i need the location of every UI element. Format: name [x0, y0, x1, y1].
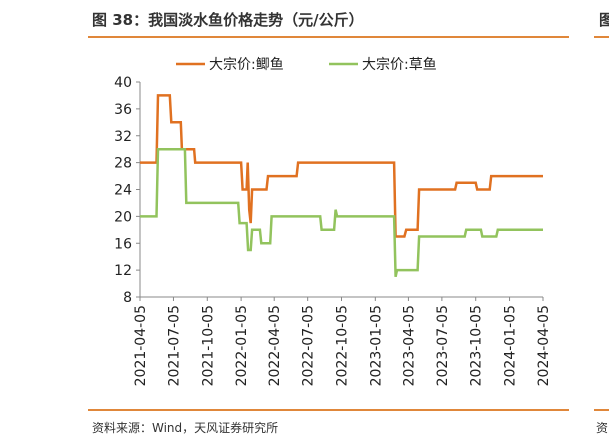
series-line-crucian-carp — [140, 94, 543, 238]
x-tick-label: 2022-01-05 — [234, 305, 250, 386]
title-underline — [88, 36, 569, 38]
y-tick-label: 8 — [123, 290, 132, 306]
y-tick-label: 36 — [114, 102, 132, 118]
y-tick-label: 20 — [114, 209, 132, 225]
y-tick-label: 12 — [114, 263, 132, 279]
adjacent-title-underline — [594, 36, 609, 38]
x-tick-label: 2022-07-05 — [301, 305, 317, 386]
source-topline — [88, 409, 569, 411]
x-tick-label: 2023-01-05 — [368, 305, 384, 386]
figure-title: 图 38：我国淡水鱼价格走势（元/公斤） — [92, 11, 364, 29]
x-tick-label: 2021-04-05 — [133, 305, 149, 386]
source-note: 资料来源：Wind，天风证券研究所 — [92, 421, 279, 435]
y-tick-label: 24 — [114, 183, 132, 199]
adjacent-source-fragment: 资 — [596, 421, 609, 435]
legend-label: 大宗价:鲫鱼 — [209, 56, 284, 73]
adjacent-figure-title-fragment: 图 — [599, 11, 609, 29]
x-tick-label: 2024-01-05 — [503, 305, 519, 386]
y-tick-label: 32 — [114, 129, 132, 145]
y-tick-label: 40 — [114, 75, 132, 91]
x-tick-label: 2023-04-05 — [401, 305, 417, 386]
adjacent-source-topline — [594, 409, 609, 411]
x-tick-label: 2021-07-05 — [166, 305, 182, 386]
y-tick-label: 16 — [114, 236, 132, 252]
y-tick-label: 28 — [114, 156, 132, 172]
legend-label: 大宗价:草鱼 — [362, 56, 437, 73]
x-tick-label: 2023-10-05 — [469, 305, 485, 386]
x-tick-label: 2024-04-05 — [536, 305, 552, 386]
x-tick-label: 2021-10-05 — [200, 305, 216, 386]
series-line-grass-carp — [140, 147, 543, 278]
x-tick-label: 2023-07-05 — [435, 305, 451, 386]
x-tick-label: 2022-04-05 — [267, 305, 283, 386]
x-tick-label: 2022-10-05 — [335, 305, 351, 386]
